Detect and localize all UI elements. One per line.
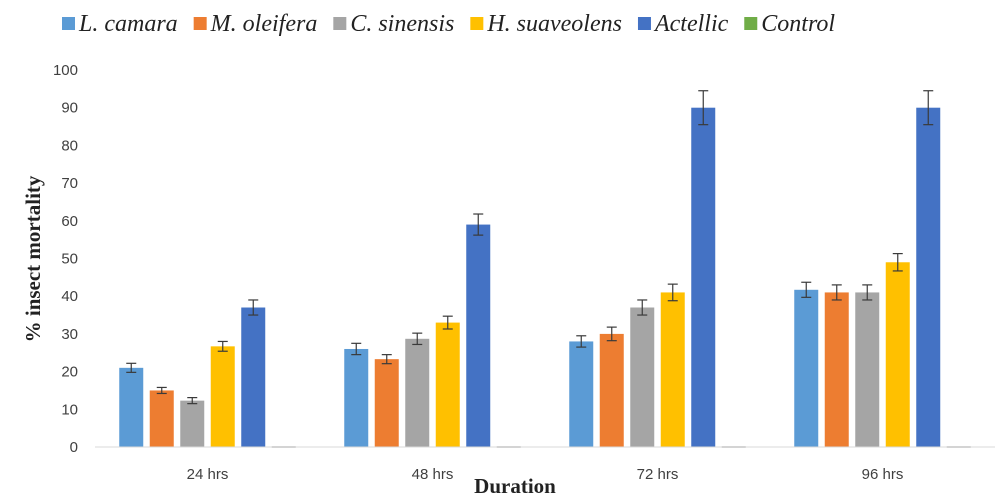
legend-item-h-suaveolens: H. suaveolens [470, 11, 622, 37]
bar-actellic-24-hrs [241, 307, 266, 447]
legend-label: H. suaveolens [486, 11, 622, 37]
y-tick-label: 40 [61, 288, 78, 305]
error-bar-l-camara-96-hrs [801, 281, 812, 298]
bar-actellic-96-hrs [916, 107, 941, 447]
legend-label: C. sinensis [350, 11, 454, 37]
bar-h-suaveolens-24-hrs [210, 346, 235, 447]
y-tick-label: 10 [61, 401, 78, 418]
error-bar-actellic-48-hrs [473, 213, 484, 236]
legend-swatch [62, 17, 75, 30]
y-tick-label: 50 [61, 251, 78, 268]
error-bar-actellic-72-hrs [698, 90, 709, 126]
legend-swatch [637, 17, 651, 30]
error-bar-actellic-24-hrs [248, 299, 259, 316]
error-bar-m-oleifera-96-hrs [831, 284, 842, 301]
bar-l-camara-72-hrs [569, 341, 594, 447]
error-bar-c-sinensis-72-hrs [637, 299, 648, 316]
legend-swatch [333, 17, 347, 30]
bar-m-oleifera-96-hrs [824, 292, 849, 447]
bar-c-sinensis-24-hrs [180, 400, 205, 447]
error-bar-l-camara-24-hrs [126, 362, 137, 373]
bar-c-sinensis-72-hrs [630, 307, 655, 447]
bars [119, 90, 971, 448]
error-bar-h-suaveolens-24-hrs [217, 340, 228, 352]
legend-label: L. camara [78, 11, 178, 37]
error-bar-c-sinensis-48-hrs [412, 332, 423, 346]
y-tick-label: 100 [53, 62, 78, 79]
x-tick-label-96-hrs: 96 hrs [862, 466, 904, 483]
legend-item-actellic: Actellic [637, 11, 729, 37]
error-bar-m-oleifera-24-hrs [156, 386, 167, 395]
bar-c-sinensis-48-hrs [405, 338, 430, 447]
y-tick-label: 20 [61, 364, 78, 381]
bar-h-suaveolens-48-hrs [435, 322, 460, 447]
legend-label: Control [761, 11, 835, 37]
bar-l-camara-24-hrs [119, 367, 144, 447]
y-axis-title: % insect mortality [21, 175, 45, 342]
legend-label: M. oleifera [210, 11, 318, 37]
bar-actellic-48-hrs [466, 224, 491, 447]
error-bar-h-suaveolens-72-hrs [667, 283, 678, 302]
y-axis: 0 10 20 30 40 50 60 70 80 90 100 [53, 62, 78, 456]
error-bar-l-camara-72-hrs [576, 335, 587, 348]
legend-item-control: Control [744, 11, 835, 37]
bar-m-oleifera-72-hrs [599, 333, 624, 447]
bar-l-camara-48-hrs [344, 348, 369, 447]
bar-actellic-72-hrs [691, 107, 716, 447]
x-axis-title: Duration [474, 474, 556, 498]
y-tick-label: 70 [61, 175, 78, 192]
y-tick-label: 0 [70, 439, 78, 456]
x-axis: 24 hrs 48 hrs 72 hrs 96 hrs [95, 446, 995, 483]
error-bar-actellic-96-hrs [923, 90, 934, 126]
bar-h-suaveolens-72-hrs [660, 292, 685, 447]
x-tick-label-24-hrs: 24 hrs [187, 466, 229, 483]
bar-m-oleifera-24-hrs [149, 390, 174, 447]
y-tick-label: 90 [61, 100, 78, 117]
bar-h-suaveolens-96-hrs [885, 262, 910, 447]
legend-swatch [744, 17, 758, 30]
y-tick-label: 80 [61, 137, 78, 154]
error-bar-h-suaveolens-96-hrs [892, 252, 903, 272]
error-bar-l-camara-48-hrs [351, 342, 362, 356]
legend-item-m-oleifera: M. oleifera [193, 11, 318, 37]
x-tick-label-72-hrs: 72 hrs [637, 466, 679, 483]
error-bar-m-oleifera-72-hrs [606, 326, 617, 342]
error-bar-h-suaveolens-48-hrs [442, 315, 453, 330]
bar-c-sinensis-96-hrs [855, 292, 880, 447]
legend: L. camara M. oleifera C. sinensis H. suaveo… [62, 11, 835, 37]
legend-label: Actellic [653, 11, 729, 37]
legend-swatch [193, 17, 207, 30]
error-bar-m-oleifera-48-hrs [381, 354, 392, 365]
bar-m-oleifera-48-hrs [374, 359, 399, 447]
bar-l-camara-96-hrs [794, 289, 819, 447]
error-bar-c-sinensis-24-hrs [187, 397, 198, 405]
y-tick-label: 60 [61, 213, 78, 230]
y-tick-label: 30 [61, 326, 78, 343]
x-tick-label-48-hrs: 48 hrs [412, 466, 454, 483]
legend-item-c-sinensis: C. sinensis [333, 11, 454, 37]
error-bar-c-sinensis-96-hrs [862, 284, 873, 301]
legend-swatch [470, 17, 484, 30]
legend-item-l-camara: L. camara [62, 11, 178, 37]
